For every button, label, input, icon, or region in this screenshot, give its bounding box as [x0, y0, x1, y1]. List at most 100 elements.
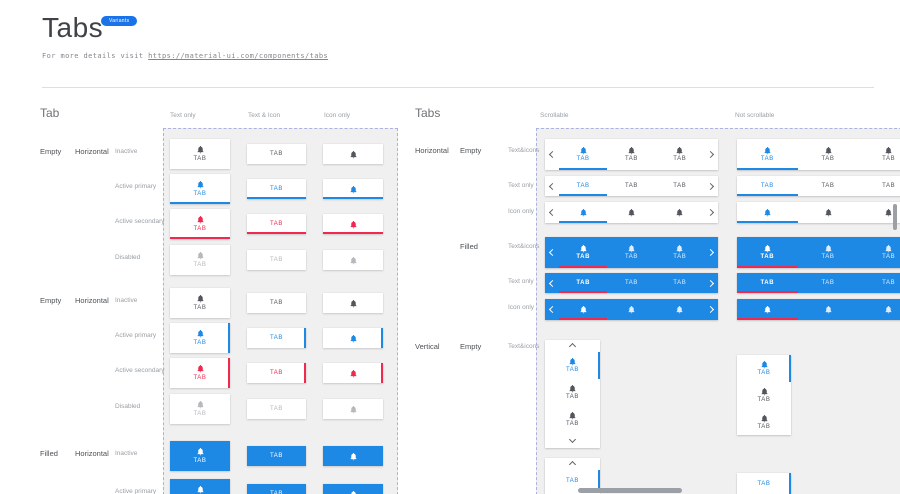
tab-active[interactable] [559, 202, 608, 223]
tab[interactable]: TAB [607, 237, 655, 268]
tab-active[interactable] [737, 202, 798, 223]
tab[interactable] [798, 202, 859, 223]
bell-icon [349, 220, 358, 229]
tab-text[interactable]: TAB [247, 144, 306, 164]
scroll-left-button[interactable] [545, 139, 559, 170]
tab-icon[interactable] [323, 399, 383, 419]
tab-active[interactable]: TAB [559, 139, 608, 170]
tab-text-icon[interactable]: TAB [170, 245, 230, 275]
tab-active[interactable] [737, 299, 798, 320]
tab-text-icon[interactable]: TAB [170, 441, 230, 471]
tab[interactable]: TAB [798, 176, 859, 196]
tab-icon[interactable] [323, 363, 383, 383]
tab[interactable]: TAB [798, 139, 859, 170]
tab[interactable] [858, 299, 900, 320]
tab-icon[interactable] [323, 214, 383, 234]
tab-icon[interactable] [323, 328, 383, 348]
tab[interactable]: TAB [545, 406, 600, 433]
scroll-left-button[interactable] [545, 299, 559, 320]
tab[interactable]: TAB [798, 237, 859, 268]
tab-active[interactable]: TAB [559, 176, 608, 196]
tab-text[interactable]: TAB [247, 179, 306, 199]
tab-active[interactable]: TAB [737, 355, 791, 382]
docs-link[interactable]: https://material-ui.com/components/tabs [148, 52, 329, 60]
scroll-left-button[interactable] [545, 202, 559, 223]
tab-text-icon[interactable]: TAB [170, 174, 230, 204]
tab-icon[interactable] [323, 484, 383, 494]
tab-active[interactable]: TAB [545, 352, 600, 379]
bell-icon [884, 244, 893, 253]
tab-text-icon[interactable]: TAB [170, 358, 230, 388]
tab-active[interactable]: TAB [737, 273, 798, 293]
tab-active[interactable]: TAB [737, 473, 791, 494]
tab[interactable]: TAB [607, 139, 655, 170]
state-label: Inactive [115, 297, 138, 304]
tab-text-icon[interactable]: TAB [170, 323, 230, 353]
tab[interactable]: TAB [607, 273, 655, 293]
tab[interactable] [607, 299, 655, 320]
tab-icon[interactable] [323, 293, 383, 313]
scroll-right-button[interactable] [704, 237, 718, 268]
scroll-left-button[interactable] [545, 273, 559, 293]
scroll-left-button[interactable] [545, 176, 559, 196]
tab-text-icon[interactable]: TAB [170, 394, 230, 424]
tab-text[interactable]: TAB [247, 484, 306, 494]
tab[interactable]: TAB [858, 139, 900, 170]
scroll-up-button[interactable] [545, 458, 600, 470]
tab-active[interactable]: TAB [559, 237, 608, 268]
bell-icon [675, 146, 684, 155]
tab-text-icon[interactable]: TAB [170, 139, 230, 169]
tab-text[interactable]: TAB [247, 399, 306, 419]
tab[interactable]: TAB [545, 379, 600, 406]
tab-text[interactable]: TAB [247, 328, 306, 348]
scroll-up-button[interactable] [545, 340, 600, 352]
scroll-right-button[interactable] [704, 176, 718, 196]
tab-text-icon[interactable]: TAB [170, 288, 230, 318]
tab[interactable]: TAB [656, 176, 704, 196]
tab-text-icon[interactable]: TAB [170, 209, 230, 239]
tab-icon[interactable] [323, 446, 383, 466]
tab[interactable] [656, 202, 704, 223]
scroll-right-button[interactable] [704, 202, 718, 223]
tab[interactable]: TAB [656, 139, 704, 170]
tab-active[interactable]: TAB [737, 139, 798, 170]
bell-icon [579, 244, 588, 253]
tab-active[interactable]: TAB [545, 470, 600, 492]
tab-active[interactable]: TAB [737, 176, 798, 196]
tab-text-icon[interactable]: TAB [170, 479, 230, 494]
tab-active[interactable]: TAB [559, 273, 608, 293]
tab[interactable]: TAB [737, 409, 791, 436]
active-indicator [170, 237, 230, 239]
scroll-right-button[interactable] [704, 273, 718, 293]
tab-text[interactable]: TAB [247, 363, 306, 383]
tab[interactable]: TAB [858, 273, 900, 293]
horizontal-scrollbar[interactable] [578, 488, 682, 493]
scroll-right-button[interactable] [704, 139, 718, 170]
tab-active[interactable]: TAB [737, 237, 798, 268]
tab[interactable] [607, 202, 655, 223]
bell-icon [824, 305, 833, 314]
tab-icon[interactable] [323, 179, 383, 199]
tab-icon[interactable] [323, 144, 383, 164]
tab[interactable]: TAB [798, 273, 859, 293]
tab[interactable] [798, 299, 859, 320]
tab[interactable]: TAB [656, 237, 704, 268]
vertical-scrollbar[interactable] [893, 204, 897, 230]
tab-text[interactable]: TAB [247, 293, 306, 313]
tab-label: TAB [193, 262, 207, 268]
tab-text[interactable]: TAB [247, 214, 306, 234]
scroll-right-button[interactable] [704, 299, 718, 320]
scroll-down-button[interactable] [545, 433, 600, 445]
tab[interactable] [656, 299, 704, 320]
scroll-left-button[interactable] [545, 237, 559, 268]
tab[interactable]: TAB [656, 273, 704, 293]
tab[interactable]: TAB [858, 237, 900, 268]
tab-text[interactable]: TAB [247, 446, 306, 466]
tab-text[interactable]: TAB [247, 250, 306, 270]
tab[interactable]: TAB [737, 382, 791, 409]
state-label: Active secondary [115, 218, 165, 225]
tab-icon[interactable] [323, 250, 383, 270]
tab[interactable]: TAB [858, 176, 900, 196]
tab[interactable]: TAB [607, 176, 655, 196]
tab-active[interactable] [559, 299, 608, 320]
